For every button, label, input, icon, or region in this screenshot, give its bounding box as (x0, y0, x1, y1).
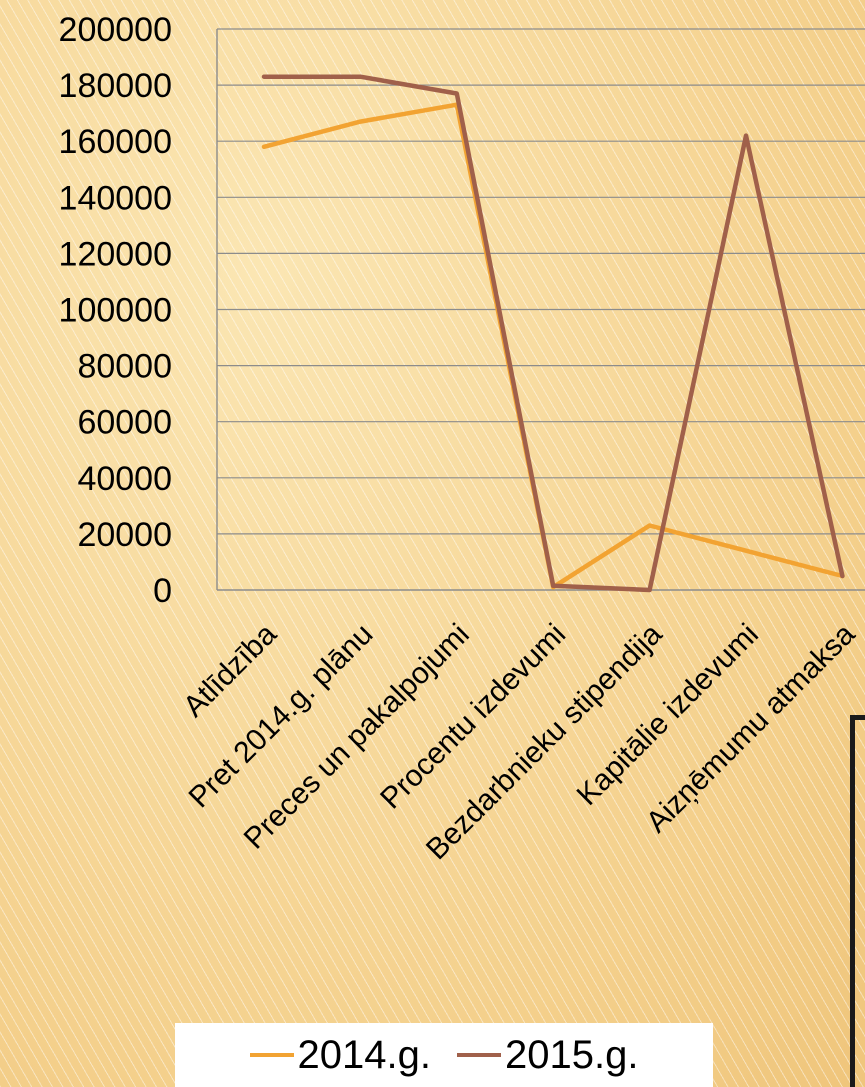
legend-label-2015: 2015.g. (505, 1032, 639, 1077)
y-tick-label: 160000 (59, 123, 172, 161)
x-tick-label: Pret 2014.g. plānu (183, 618, 380, 815)
x-tick-label: Procentu izdevumi (374, 618, 572, 816)
series-line-2015.g. (261, 74, 845, 593)
y-tick-label: 200000 (59, 11, 172, 49)
y-tick-label: 80000 (77, 348, 172, 386)
legend-swatch-2015 (457, 1053, 501, 1057)
frame-decoration (850, 715, 865, 1087)
x-tick-label: Kapitālie izdevumi (571, 618, 765, 812)
y-tick-label: 100000 (59, 292, 172, 330)
y-tick-label: 120000 (59, 235, 172, 273)
series-lines (261, 74, 845, 593)
y-axis-ticks: 0 20000 40000 60000 80000 100000 120000 140000 1… (59, 11, 172, 610)
legend-item-2015: 2015.g. (457, 1033, 638, 1078)
y-tick-label: 20000 (77, 516, 172, 554)
legend-label-2014: 2014.g. (297, 1032, 431, 1077)
y-tick-label: 60000 (77, 404, 172, 442)
y-tick-label: 40000 (77, 460, 172, 498)
legend-swatch-2014 (249, 1053, 294, 1057)
y-tick-label: 180000 (59, 67, 172, 105)
y-tick-label: 0 (153, 572, 172, 610)
y-tick-label: 140000 (59, 179, 172, 217)
legend-item-2014: 2014.g. (249, 1032, 431, 1078)
chart-legend: 2014.g. 2015.g. (175, 1023, 713, 1087)
gridlines (216, 28, 865, 591)
